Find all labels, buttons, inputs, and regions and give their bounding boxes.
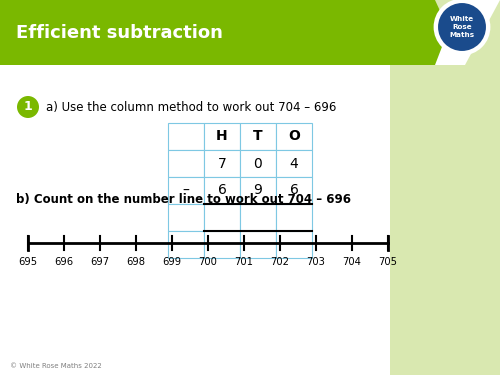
Bar: [276, 177, 312, 204]
Bar: [204, 123, 240, 150]
Text: H: H: [216, 129, 228, 144]
Bar: [168, 204, 204, 231]
Text: b) Count on the number line to work out 704 – 696: b) Count on the number line to work out …: [16, 194, 351, 207]
Text: a) Use the column method to work out 704 – 696: a) Use the column method to work out 704…: [46, 100, 337, 114]
Bar: [204, 150, 240, 177]
Bar: [168, 150, 204, 177]
Bar: [276, 231, 312, 258]
Text: 7: 7: [218, 156, 226, 171]
Text: Efficient subtraction: Efficient subtraction: [16, 24, 223, 42]
Circle shape: [437, 2, 487, 52]
Bar: [168, 123, 204, 150]
Text: 1: 1: [24, 100, 32, 114]
Text: 697: 697: [90, 257, 110, 267]
Bar: [240, 177, 276, 204]
Text: 6: 6: [290, 183, 298, 198]
Bar: [240, 231, 276, 258]
Text: 700: 700: [198, 257, 218, 267]
Text: 704: 704: [342, 257, 361, 267]
Text: 6: 6: [218, 183, 226, 198]
Bar: [204, 231, 240, 258]
Polygon shape: [390, 0, 500, 375]
Bar: [168, 177, 204, 204]
Text: O: O: [288, 129, 300, 144]
Text: 9: 9: [254, 183, 262, 198]
Circle shape: [435, 0, 489, 54]
Text: T: T: [253, 129, 263, 144]
Bar: [204, 177, 240, 204]
Polygon shape: [0, 0, 465, 65]
Bar: [276, 204, 312, 231]
Text: 4: 4: [290, 156, 298, 171]
Polygon shape: [435, 0, 500, 65]
Text: 702: 702: [270, 257, 289, 267]
Bar: [240, 150, 276, 177]
Text: 0: 0: [254, 156, 262, 171]
Bar: [240, 204, 276, 231]
Bar: [276, 150, 312, 177]
Text: 696: 696: [54, 257, 74, 267]
Text: 699: 699: [162, 257, 182, 267]
Bar: [240, 123, 276, 150]
Text: 701: 701: [234, 257, 254, 267]
Bar: [168, 231, 204, 258]
Text: White
Rose
Maths: White Rose Maths: [450, 16, 474, 38]
Text: –: –: [182, 183, 190, 198]
Text: 705: 705: [378, 257, 398, 267]
Text: 695: 695: [18, 257, 38, 267]
Text: 698: 698: [126, 257, 146, 267]
Text: 703: 703: [306, 257, 326, 267]
Bar: [276, 123, 312, 150]
Circle shape: [17, 96, 39, 118]
Text: © White Rose Maths 2022: © White Rose Maths 2022: [10, 363, 102, 369]
Bar: [204, 204, 240, 231]
